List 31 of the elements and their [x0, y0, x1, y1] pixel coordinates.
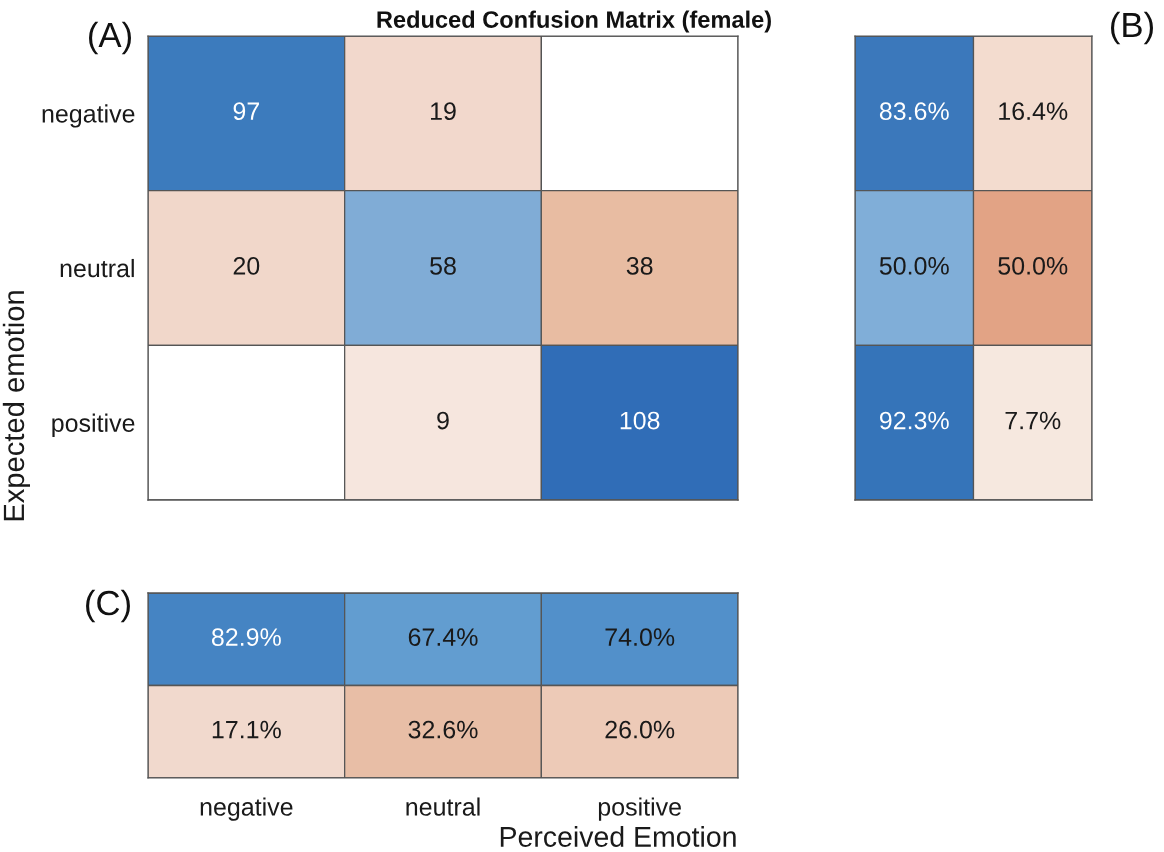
- data-label: 74.0%: [605, 628, 675, 646]
- data-label: 9: [437, 411, 449, 430]
- x-tick-label: positive: [598, 797, 681, 821]
- x-tick-label: negative: [200, 797, 293, 821]
- data-label: 108: [620, 411, 660, 430]
- data-label: 16.4%: [999, 102, 1068, 121]
- chart-title: Reduced Confusion Matrix (female): [377, 10, 771, 33]
- data-label: 32.6%: [408, 720, 478, 739]
- data-label: 50.0%: [998, 257, 1068, 275]
- y-tick-label: negative: [42, 104, 135, 128]
- data-label: 50.0%: [879, 257, 949, 275]
- y-tick-label: neutral: [60, 258, 134, 278]
- text: (A): [89, 21, 131, 55]
- y-axis-title: Expected emotion: [2, 291, 30, 521]
- data-label: 58: [430, 257, 456, 275]
- data-label: 83.6%: [879, 102, 949, 121]
- x-tick-label: neutral: [406, 797, 480, 816]
- data-label: 82.9%: [211, 628, 281, 646]
- data-label: 19: [431, 102, 456, 121]
- text: (B): [1111, 11, 1153, 45]
- data-label: 17.1%: [212, 720, 281, 739]
- text: (C): [86, 589, 130, 623]
- y-tick-label: positive: [52, 413, 135, 437]
- data-label: 26.0%: [605, 720, 675, 739]
- data-label: 7.7%: [1005, 411, 1061, 430]
- data-label: 38: [626, 257, 653, 275]
- x-axis-title: Perceived Emotion: [500, 826, 736, 847]
- data-label: 92.3%: [879, 411, 949, 430]
- data-label: 67.4%: [408, 628, 478, 646]
- data-label: 20: [233, 257, 260, 275]
- data-label: 97: [233, 102, 259, 121]
